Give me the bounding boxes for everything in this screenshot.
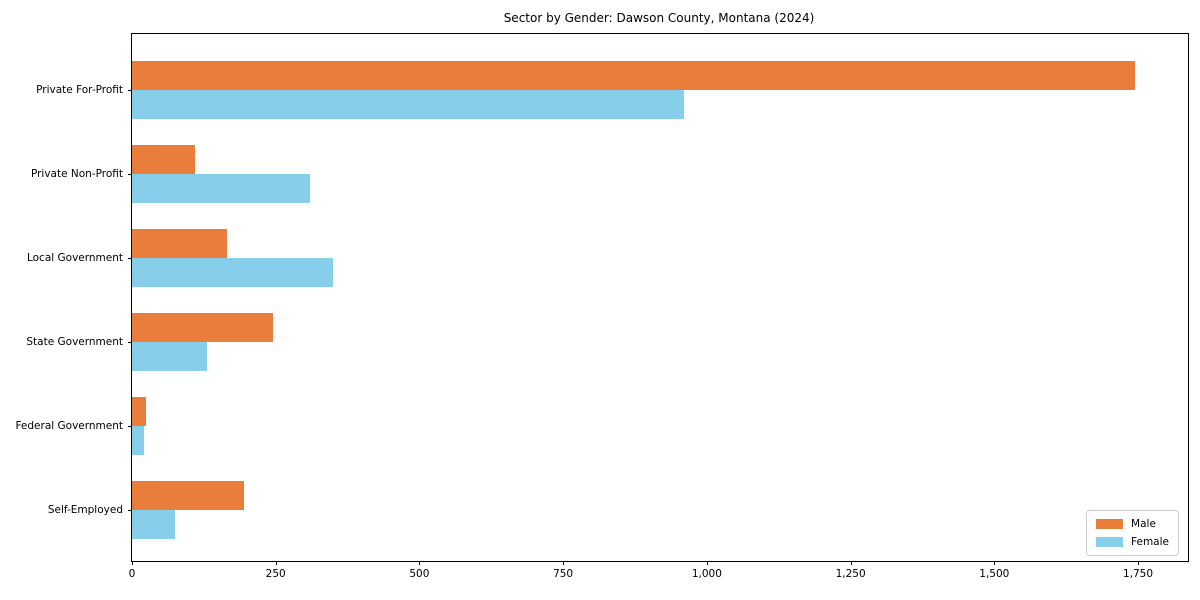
y-axis-tick xyxy=(128,342,132,343)
x-axis-ticklabel: 1,250 xyxy=(835,568,866,580)
bar-male-self-employed xyxy=(132,481,245,510)
bar-female-private-for-profit xyxy=(132,90,684,119)
x-axis-ticklabel: 750 xyxy=(553,568,574,580)
y-axis-label-local-government: Local Government xyxy=(26,252,123,264)
legend: Male Female xyxy=(1086,510,1179,556)
legend-entry-female: Female xyxy=(1096,536,1169,548)
x-axis-tick xyxy=(1138,561,1139,565)
y-axis-label-state-government: State Government xyxy=(26,336,123,348)
x-axis-ticklabel: 1,750 xyxy=(1122,568,1154,580)
x-axis-tick xyxy=(563,561,565,565)
x-axis-tick xyxy=(275,561,277,565)
x-axis-ticklabel: 0 xyxy=(128,568,136,580)
bar-male-state-government xyxy=(132,313,273,342)
legend-swatch-female xyxy=(1096,537,1124,547)
bar-female-self-employed xyxy=(132,510,176,539)
x-axis-tick xyxy=(419,561,421,565)
chart-title: Sector by Gender: Dawson County, Montana… xyxy=(503,11,815,25)
y-axis-label-federal-government: Federal Government xyxy=(15,420,123,432)
x-axis-tick xyxy=(994,561,996,565)
legend-label-male: Male xyxy=(1131,518,1156,530)
y-axis-label-private-non-profit: Private Non-Profit xyxy=(30,168,123,180)
bar-male-local-government xyxy=(132,229,227,258)
x-axis-ticklabel: 250 xyxy=(265,568,286,580)
x-axis-ticklabel: 1,000 xyxy=(691,568,722,580)
y-axis-tick xyxy=(128,426,132,427)
bar-male-private-non-profit xyxy=(132,145,196,174)
y-axis-tick xyxy=(128,510,132,511)
y-axis-tick xyxy=(128,174,132,175)
legend-label-female: Female xyxy=(1131,536,1169,548)
x-axis-tick xyxy=(706,561,708,565)
plot-area: Private For-Profit Private Non-Profit Loca… xyxy=(15,33,1189,580)
x-axis-tick xyxy=(132,561,133,565)
bar-male-private-for-profit xyxy=(132,61,1136,90)
x-axis-ticklabel: 500 xyxy=(409,568,430,580)
bar-female-local-government xyxy=(132,258,334,287)
bar-female-federal-government xyxy=(132,426,144,455)
x-axis-ticklabel: 1,500 xyxy=(979,568,1010,580)
legend-entry-male: Male xyxy=(1096,518,1169,530)
y-axis-tick xyxy=(128,258,132,259)
bar-female-state-government xyxy=(132,342,207,371)
y-axis-label-self-employed: Self-Employed xyxy=(47,504,123,516)
y-axis-tick xyxy=(128,90,132,91)
y-axis-label-private-for-profit: Private For-Profit xyxy=(36,84,123,96)
bar-male-federal-government xyxy=(132,397,147,426)
x-axis-tick xyxy=(850,561,852,565)
legend-swatch-male xyxy=(1096,519,1124,529)
bar-female-private-non-profit xyxy=(132,174,311,203)
